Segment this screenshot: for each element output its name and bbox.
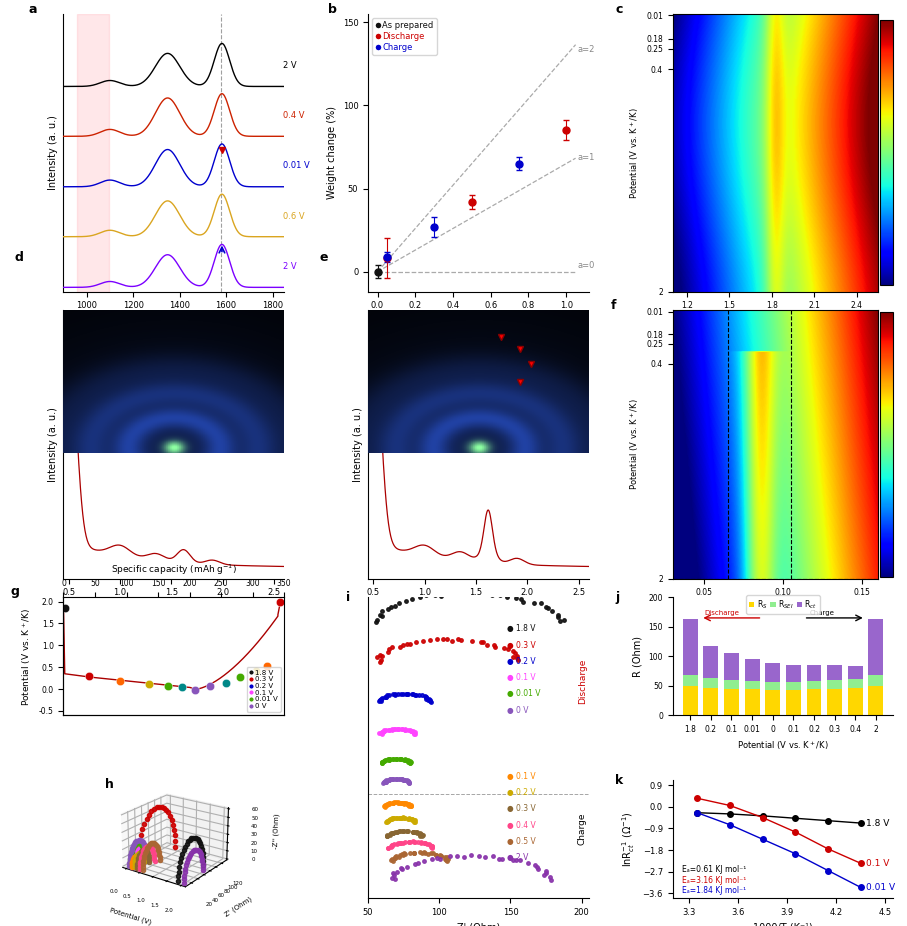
Text: c: c bbox=[615, 3, 622, 16]
Text: ● 0 V: ● 0 V bbox=[507, 706, 529, 715]
Bar bbox=[848, 667, 863, 680]
Y-axis label: Potential (V vs. K$^+$/K): Potential (V vs. K$^+$/K) bbox=[628, 398, 640, 491]
Text: a=1: a=1 bbox=[578, 153, 595, 162]
Bar bbox=[869, 686, 883, 715]
Bar bbox=[683, 619, 697, 675]
Bar bbox=[724, 680, 739, 689]
Y-axis label: Weight change (%): Weight change (%) bbox=[327, 106, 337, 199]
Text: ─ -0.01 V: ─ -0.01 V bbox=[461, 335, 502, 344]
Text: a=2: a=2 bbox=[578, 44, 595, 54]
Bar bbox=[745, 658, 759, 681]
Text: g: g bbox=[11, 585, 19, 598]
Text: ● 0.3 V: ● 0.3 V bbox=[507, 805, 536, 813]
Text: Eₐ=3.16 KJ mol⁻¹: Eₐ=3.16 KJ mol⁻¹ bbox=[681, 876, 746, 885]
Y-axis label: Intensity (a. u.): Intensity (a. u.) bbox=[48, 116, 58, 190]
Y-axis label: Intensity (a. u.): Intensity (a. u.) bbox=[353, 407, 363, 482]
Text: Discharge: Discharge bbox=[705, 610, 739, 616]
Bar bbox=[869, 619, 883, 675]
Bar bbox=[683, 675, 697, 686]
Bar bbox=[766, 682, 780, 690]
Text: Charge: Charge bbox=[810, 610, 834, 616]
Legend: R$_S$, R$_{SEI}$, R$_{ct}$: R$_S$, R$_{SEI}$, R$_{ct}$ bbox=[746, 595, 820, 614]
Text: j: j bbox=[615, 592, 619, 605]
Bar bbox=[869, 675, 883, 686]
Text: 0.1 V: 0.1 V bbox=[865, 858, 889, 868]
X-axis label: q (Å⁻¹): q (Å⁻¹) bbox=[158, 603, 190, 615]
Bar bbox=[745, 681, 759, 689]
Text: 0.6 V: 0.6 V bbox=[283, 211, 305, 220]
Bar bbox=[766, 690, 780, 715]
Text: e: e bbox=[319, 251, 328, 264]
X-axis label: Potential (V): Potential (V) bbox=[109, 907, 152, 926]
Bar bbox=[786, 690, 801, 715]
Text: d: d bbox=[15, 251, 24, 264]
Text: ● 0.4 V: ● 0.4 V bbox=[507, 820, 536, 830]
Bar bbox=[848, 688, 863, 715]
Legend: 1.8 V, 0.3 V, 0.2 V, 0.1 V, 0.01 V, 0 V: 1.8 V, 0.3 V, 0.2 V, 0.1 V, 0.01 V, 0 V bbox=[247, 667, 281, 712]
X-axis label: Specific capacity (mAh g$^{-1}$): Specific capacity (mAh g$^{-1}$) bbox=[111, 563, 237, 577]
Bar bbox=[703, 678, 718, 687]
Bar bbox=[806, 665, 822, 681]
X-axis label: q (Å$^{-1}$): q (Å$^{-1}$) bbox=[757, 316, 793, 332]
X-axis label: Raman shift (cm$^{-1}$): Raman shift (cm$^{-1}$) bbox=[126, 316, 222, 331]
Text: Eₐ=0.61 KJ mol⁻¹: Eₐ=0.61 KJ mol⁻¹ bbox=[681, 865, 746, 874]
Text: 2 V: 2 V bbox=[283, 61, 297, 69]
Y-axis label: Potential (V vs. K$^+$/K): Potential (V vs. K$^+$/K) bbox=[628, 106, 640, 199]
Text: k: k bbox=[615, 774, 623, 787]
Text: 0.01 V: 0.01 V bbox=[283, 161, 310, 170]
Y-axis label: Z' (Ohm): Z' (Ohm) bbox=[223, 895, 253, 919]
Bar bbox=[827, 665, 842, 680]
Y-axis label: R (Ohm): R (Ohm) bbox=[633, 636, 643, 677]
Bar bbox=[745, 689, 759, 715]
Text: h: h bbox=[105, 778, 114, 791]
Bar bbox=[806, 689, 822, 715]
X-axis label: Z' (Ohm): Z' (Ohm) bbox=[457, 922, 500, 926]
X-axis label: 1000/T (K⁻¹): 1000/T (K⁻¹) bbox=[753, 922, 813, 926]
Bar bbox=[786, 665, 801, 682]
Bar bbox=[786, 682, 801, 690]
Bar bbox=[703, 645, 718, 678]
Text: 2 V: 2 V bbox=[283, 262, 297, 270]
Text: f: f bbox=[611, 299, 617, 312]
Bar bbox=[724, 689, 739, 715]
X-axis label: Potential (V vs. K$^+$/K): Potential (V vs. K$^+$/K) bbox=[737, 740, 829, 752]
Text: ─ 0.01 V: ─ 0.01 V bbox=[156, 335, 193, 344]
Text: a: a bbox=[28, 3, 36, 16]
X-axis label: x in [K(DME)ₐ]ₓC₁₃: x in [K(DME)ₐ]ₓC₁₃ bbox=[434, 316, 522, 326]
Text: 1.8 V: 1.8 V bbox=[865, 819, 889, 828]
Bar bbox=[827, 689, 842, 715]
Bar bbox=[703, 687, 718, 715]
X-axis label: q (Å$^{-1}$): q (Å$^{-1}$) bbox=[757, 603, 793, 619]
Y-axis label: Potential (V vs. K$^+$/K): Potential (V vs. K$^+$/K) bbox=[21, 607, 34, 706]
Text: ● 0.01 V: ● 0.01 V bbox=[507, 689, 541, 698]
Text: ● 0.5 V: ● 0.5 V bbox=[507, 837, 536, 845]
Text: Charge: Charge bbox=[578, 813, 587, 845]
Bar bbox=[766, 663, 780, 682]
Text: Eₐ=1.84 KJ mol⁻¹: Eₐ=1.84 KJ mol⁻¹ bbox=[681, 886, 746, 895]
Bar bbox=[848, 680, 863, 688]
Text: ● 1.8 V: ● 1.8 V bbox=[507, 624, 536, 633]
Bar bbox=[827, 680, 842, 689]
Bar bbox=[724, 654, 739, 680]
Bar bbox=[77, 14, 109, 292]
Text: i: i bbox=[346, 592, 350, 605]
Bar bbox=[806, 681, 822, 689]
Text: ● 0.2 V: ● 0.2 V bbox=[507, 788, 536, 797]
Y-axis label: Intensity (a. u.): Intensity (a. u.) bbox=[48, 407, 58, 482]
Text: ● 2 V: ● 2 V bbox=[507, 853, 529, 862]
Y-axis label: lnR$_{ct}^{-1}$ ($\Omega^{-1}$): lnR$_{ct}^{-1}$ ($\Omega^{-1}$) bbox=[620, 811, 637, 867]
Text: a=0: a=0 bbox=[578, 261, 595, 270]
Text: b: b bbox=[328, 3, 337, 16]
Legend: As prepared, Discharge, Charge: As prepared, Discharge, Charge bbox=[372, 18, 437, 55]
Text: Discharge: Discharge bbox=[578, 658, 587, 705]
Text: ● 0.1 V: ● 0.1 V bbox=[507, 772, 536, 781]
Text: ● 0.3 V: ● 0.3 V bbox=[507, 641, 536, 650]
X-axis label: q (Å⁻¹): q (Å⁻¹) bbox=[463, 603, 494, 615]
Text: ● 0.2 V: ● 0.2 V bbox=[507, 657, 536, 666]
Text: 0.4 V: 0.4 V bbox=[283, 111, 305, 120]
Text: 0.01 V: 0.01 V bbox=[865, 882, 894, 892]
Text: ● 0.1 V: ● 0.1 V bbox=[507, 673, 536, 682]
Bar bbox=[683, 686, 697, 715]
